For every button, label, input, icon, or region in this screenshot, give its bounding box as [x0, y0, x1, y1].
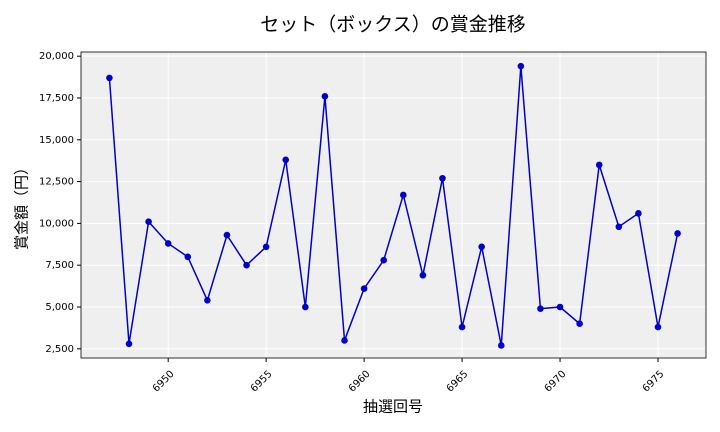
point [184, 253, 192, 261]
point [497, 342, 505, 349]
point [125, 340, 133, 348]
point [262, 243, 270, 251]
y-axis-label: 賞金額（円） [13, 160, 31, 250]
point [419, 271, 427, 279]
y-tick-label: 10,000 [39, 218, 74, 229]
point [302, 303, 309, 311]
x-axis-label: 抽選回号 [363, 398, 423, 416]
point [674, 230, 681, 237]
x-tick-label: 6970 [543, 369, 569, 395]
point [204, 297, 211, 304]
plot-frame [80, 51, 707, 359]
point [517, 62, 525, 70]
x-tick-label: 6950 [151, 369, 177, 395]
y-tick-label: 7,500 [45, 260, 74, 271]
point [145, 218, 152, 226]
y-tick-label: 5,000 [45, 302, 74, 313]
x-tick-label: 6960 [347, 369, 373, 395]
x-tick-label: 6975 [641, 369, 667, 395]
point [635, 210, 642, 217]
point [654, 323, 662, 331]
x-tick-label: 6955 [249, 369, 275, 395]
point [341, 337, 348, 344]
y-tick-label: 2,500 [45, 344, 74, 355]
point [243, 261, 250, 269]
point [106, 74, 113, 82]
point [380, 256, 388, 264]
point [321, 93, 329, 100]
point [399, 191, 407, 199]
point [164, 240, 172, 247]
y-tick-label: 17,500 [39, 93, 74, 104]
point [615, 223, 623, 231]
point [595, 161, 603, 169]
point [576, 320, 583, 328]
point [478, 243, 485, 251]
point [360, 285, 368, 292]
point [458, 323, 466, 331]
chart-title: セット（ボックス）の賞金推移 [260, 14, 525, 36]
point [439, 174, 446, 182]
point [282, 156, 290, 164]
x-tick-label: 6965 [445, 369, 471, 395]
y-tick-label: 20,000 [39, 51, 74, 62]
point [537, 305, 544, 312]
point [223, 231, 231, 239]
point [556, 303, 564, 311]
y-tick-label: 12,500 [39, 177, 74, 188]
y-tick-label: 15,000 [39, 135, 74, 146]
line [108, 66, 679, 346]
